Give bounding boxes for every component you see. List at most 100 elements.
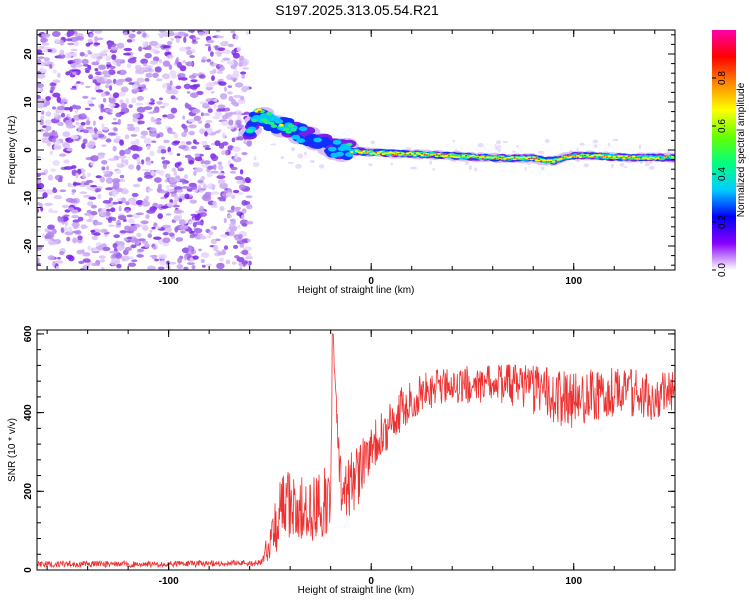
ridge-mark	[605, 156, 609, 158]
noise-blob	[194, 141, 200, 145]
y-tick-label: 0	[23, 567, 34, 573]
noise-blob	[106, 61, 111, 65]
y-tick-label: 600	[23, 325, 34, 342]
noise-blob	[37, 178, 42, 184]
noise-blob	[182, 60, 187, 64]
noise-blob	[169, 70, 177, 76]
noise-blob	[111, 54, 117, 60]
noise-blob	[72, 182, 82, 186]
noise-blob	[57, 121, 64, 127]
noise-blob	[68, 52, 74, 57]
noise-blob	[167, 146, 171, 153]
ridge-mark	[501, 156, 504, 159]
noise-blob	[233, 244, 239, 249]
ridge-mark	[540, 160, 543, 162]
noise-blob	[177, 31, 186, 36]
ridge-mark	[346, 142, 353, 147]
noise-blob	[166, 54, 174, 59]
noise-blob	[230, 30, 236, 34]
noise-blob	[166, 202, 175, 207]
noise-blob	[140, 220, 149, 225]
ridge-mark	[595, 154, 599, 157]
ridge-mark	[651, 156, 655, 159]
noise-blob	[125, 208, 130, 213]
chart-title: S197.2025.313.05.54.R21	[275, 2, 439, 18]
noise-blob	[65, 38, 73, 42]
ridge-mark	[656, 157, 660, 160]
colorbar-tick-label: 0.2	[717, 215, 728, 229]
noise-blob	[226, 74, 233, 81]
faint-blob	[432, 167, 435, 171]
noise-blob	[174, 35, 182, 39]
ridge-mark	[386, 153, 391, 156]
ridge-mark	[335, 151, 344, 157]
noise-blob	[101, 160, 108, 165]
ridge-mark	[406, 152, 410, 155]
ridge-mark	[530, 158, 534, 161]
noise-blob	[186, 186, 192, 190]
noise-blob	[144, 78, 150, 82]
noise-blob	[85, 126, 93, 130]
noise-blob	[199, 205, 205, 212]
noise-blob	[71, 189, 77, 193]
ridge-mark	[268, 121, 275, 125]
ridge-mark	[549, 159, 553, 162]
noise-blob	[201, 264, 206, 268]
noise-blob	[87, 128, 95, 134]
ridge-mark	[545, 161, 548, 163]
noise-blob	[241, 74, 245, 79]
noise-blob	[200, 235, 207, 240]
noise-blob	[91, 61, 100, 66]
noise-blob	[128, 225, 138, 232]
noise-blob	[136, 106, 146, 113]
noise-blob	[42, 60, 51, 65]
ridge-mark	[612, 156, 616, 158]
noise-blob	[212, 116, 221, 120]
noise-blob	[216, 262, 225, 270]
noise-blob	[68, 226, 73, 233]
faint-blob	[593, 144, 598, 148]
noise-blob	[212, 200, 217, 207]
faint-blob	[351, 155, 356, 159]
ridge-mark	[444, 154, 449, 157]
noise-blob	[210, 90, 215, 94]
noise-blob	[187, 118, 194, 123]
noise-blob	[166, 260, 170, 265]
faint-blob	[611, 163, 614, 168]
noise-blob	[166, 89, 173, 94]
noise-blob	[124, 134, 130, 140]
noise-blob	[215, 249, 220, 253]
faint-blob	[624, 166, 628, 169]
noise-blob	[234, 152, 238, 160]
ridge-mark	[420, 154, 424, 157]
noise-blob	[143, 63, 148, 67]
noise-blob	[109, 93, 114, 99]
noise-blob	[165, 188, 175, 193]
noise-blob	[236, 116, 242, 120]
ridge-mark	[505, 157, 509, 160]
ridge-mark	[469, 157, 472, 159]
noise-blob	[47, 224, 55, 230]
noise-blob	[184, 254, 188, 261]
noise-blob	[205, 30, 208, 35]
noise-blob	[52, 210, 58, 214]
ridge-mark	[270, 124, 278, 128]
noise-blob	[210, 170, 219, 174]
ridge-mark	[554, 159, 558, 161]
noise-blob	[105, 177, 114, 184]
noise-blob	[50, 82, 56, 86]
ridge-mark	[649, 156, 653, 159]
noise-blob	[142, 41, 148, 48]
noise-blob	[205, 83, 214, 88]
faint-blob	[410, 166, 418, 170]
ridge-mark	[666, 156, 669, 158]
noise-blob	[149, 150, 155, 157]
noise-blob	[155, 226, 162, 229]
noise-blob	[246, 140, 252, 147]
noise-blob	[52, 160, 60, 166]
noise-blob	[85, 85, 91, 89]
noise-blob	[52, 260, 56, 267]
faint-blob	[253, 156, 257, 161]
noise-blob	[222, 57, 231, 61]
noise-blob	[90, 161, 95, 166]
